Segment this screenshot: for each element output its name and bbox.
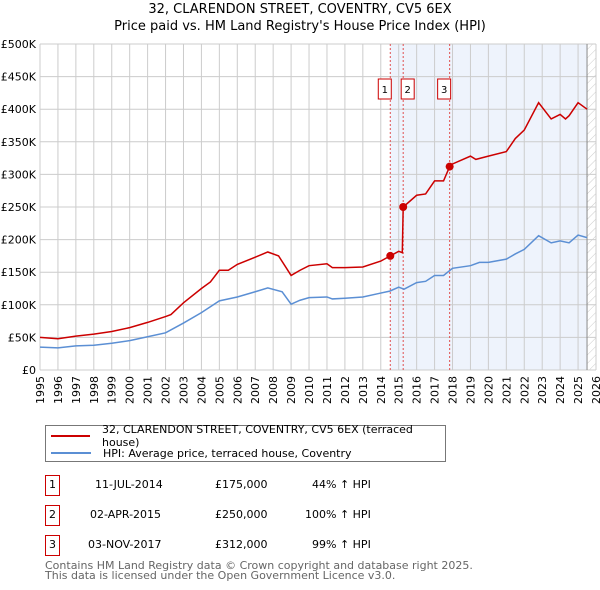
x-tick-label: 1997: [70, 376, 83, 404]
x-tick-label: 2012: [339, 376, 352, 404]
transaction-date: 11-JUL-2014: [95, 478, 163, 491]
x-tick-label: 2002: [160, 376, 173, 404]
sale-label-box: [377, 78, 392, 100]
x-tick-label: 2013: [357, 376, 370, 404]
y-tick-label: £450K: [1, 71, 37, 84]
x-tick-label: 1995: [34, 376, 47, 404]
legend-label-hpi: HPI: Average price, terraced house, Cove…: [103, 446, 352, 460]
hpi-series-line: [39, 234, 588, 349]
transaction-hpi: 44% ↑ HPI: [312, 478, 371, 491]
sale-point: [399, 203, 408, 211]
y-tick-label: £350K: [1, 136, 37, 149]
property-series-line: [39, 101, 588, 340]
sale-point: [445, 162, 454, 171]
sale-label-box: [400, 78, 415, 100]
sale-label-box: [437, 78, 452, 100]
sale-label: 3: [441, 85, 447, 96]
x-tick-label: 1999: [106, 376, 119, 404]
x-tick-label: 1996: [52, 376, 65, 404]
y-tick-label: £200K: [1, 234, 37, 247]
y-tick-label: £250K: [1, 201, 37, 214]
y-tick-label: £150K: [1, 266, 37, 279]
transaction-row: 2 02-APR-2015 £250,000 100% ↑ HPI: [45, 505, 445, 526]
x-tick-label: 2004: [195, 376, 208, 404]
y-tick-label: £500K: [1, 38, 37, 51]
transaction-hpi: 99% ↑ HPI: [312, 538, 371, 551]
x-tick-label: 2020: [482, 376, 495, 404]
transaction-price: £312,000: [215, 538, 268, 551]
price-chart: 1995 1996 1997 1998 1999 2000 2001 2002 2003 2004…: [1, 38, 600, 404]
x-tick-label: 2018: [447, 376, 460, 404]
y-tick-label: £50K: [8, 331, 37, 344]
transaction-badge: 1: [45, 475, 60, 496]
x-tick-label: 2022: [518, 376, 531, 404]
x-tick-label: 2001: [142, 376, 155, 404]
x-tick-label: 2026: [590, 376, 600, 404]
y-tick-label: £300K: [1, 168, 37, 181]
transaction-price: £175,000: [215, 478, 268, 491]
x-tick-label: 2007: [249, 376, 262, 404]
x-tick-label: 2025: [572, 376, 585, 404]
sale-label: 2: [405, 85, 411, 96]
transaction-date: 02-APR-2015: [90, 508, 162, 521]
legend-label-property: 32, CLARENDON STREET, COVENTRY, CV5 6EX …: [102, 423, 413, 449]
x-tick-label: 1998: [88, 376, 101, 404]
transaction-row: 1 11-JUL-2014 £175,000 44% ↑ HPI: [45, 475, 445, 496]
x-tick-label: 2005: [213, 376, 226, 404]
footer-licence: This data is licensed under the Open Gov…: [45, 569, 396, 582]
y-tick-label: £0: [22, 364, 36, 377]
x-tick-label: 2023: [536, 376, 549, 404]
x-tick-label: 2008: [267, 376, 280, 404]
x-tick-label: 2015: [393, 376, 406, 404]
x-tick-label: 2000: [124, 376, 137, 404]
x-tick-label: 2011: [321, 376, 334, 404]
x-tick-label: 2019: [464, 376, 477, 404]
legend-red-line: [51, 435, 90, 437]
x-tick-label: 2003: [177, 376, 190, 404]
transaction-date: 03-NOV-2017: [88, 538, 162, 551]
x-tick-label: 2009: [285, 376, 298, 404]
x-tick-label: 2024: [554, 376, 567, 404]
legend: 32, CLARENDON STREET, COVENTRY, CV5 6EX …: [45, 423, 446, 462]
legend-blue-line: [51, 452, 91, 454]
transaction-row: 3 03-NOV-2017 £312,000 99% ↑ HPI: [45, 535, 445, 556]
x-tick-label: 2016: [411, 376, 424, 404]
footer-copyright: Contains HM Land Registry data © Crown c…: [45, 559, 473, 572]
transaction-hpi: 100% ↑ HPI: [305, 508, 371, 521]
sale-label: 1: [382, 85, 388, 96]
x-tick-label: 2014: [375, 376, 388, 404]
x-tick-label: 2021: [500, 376, 513, 404]
chart-title: 32, CLARENDON STREET, COVENTRY, CV5 6EX: [148, 2, 452, 17]
sale-point: [386, 251, 395, 260]
transaction-price: £250,000: [215, 508, 268, 521]
transaction-badge: 3: [45, 535, 60, 556]
x-tick-label: 2010: [303, 376, 316, 404]
y-tick-label: £400K: [1, 103, 37, 116]
y-tick-label: £100K: [1, 299, 37, 312]
chart-subtitle: Price paid vs. HM Land Registry's House …: [114, 19, 486, 34]
transaction-badge: 2: [45, 505, 60, 526]
x-tick-label: 2017: [429, 376, 442, 404]
x-tick-label: 2006: [231, 376, 244, 404]
